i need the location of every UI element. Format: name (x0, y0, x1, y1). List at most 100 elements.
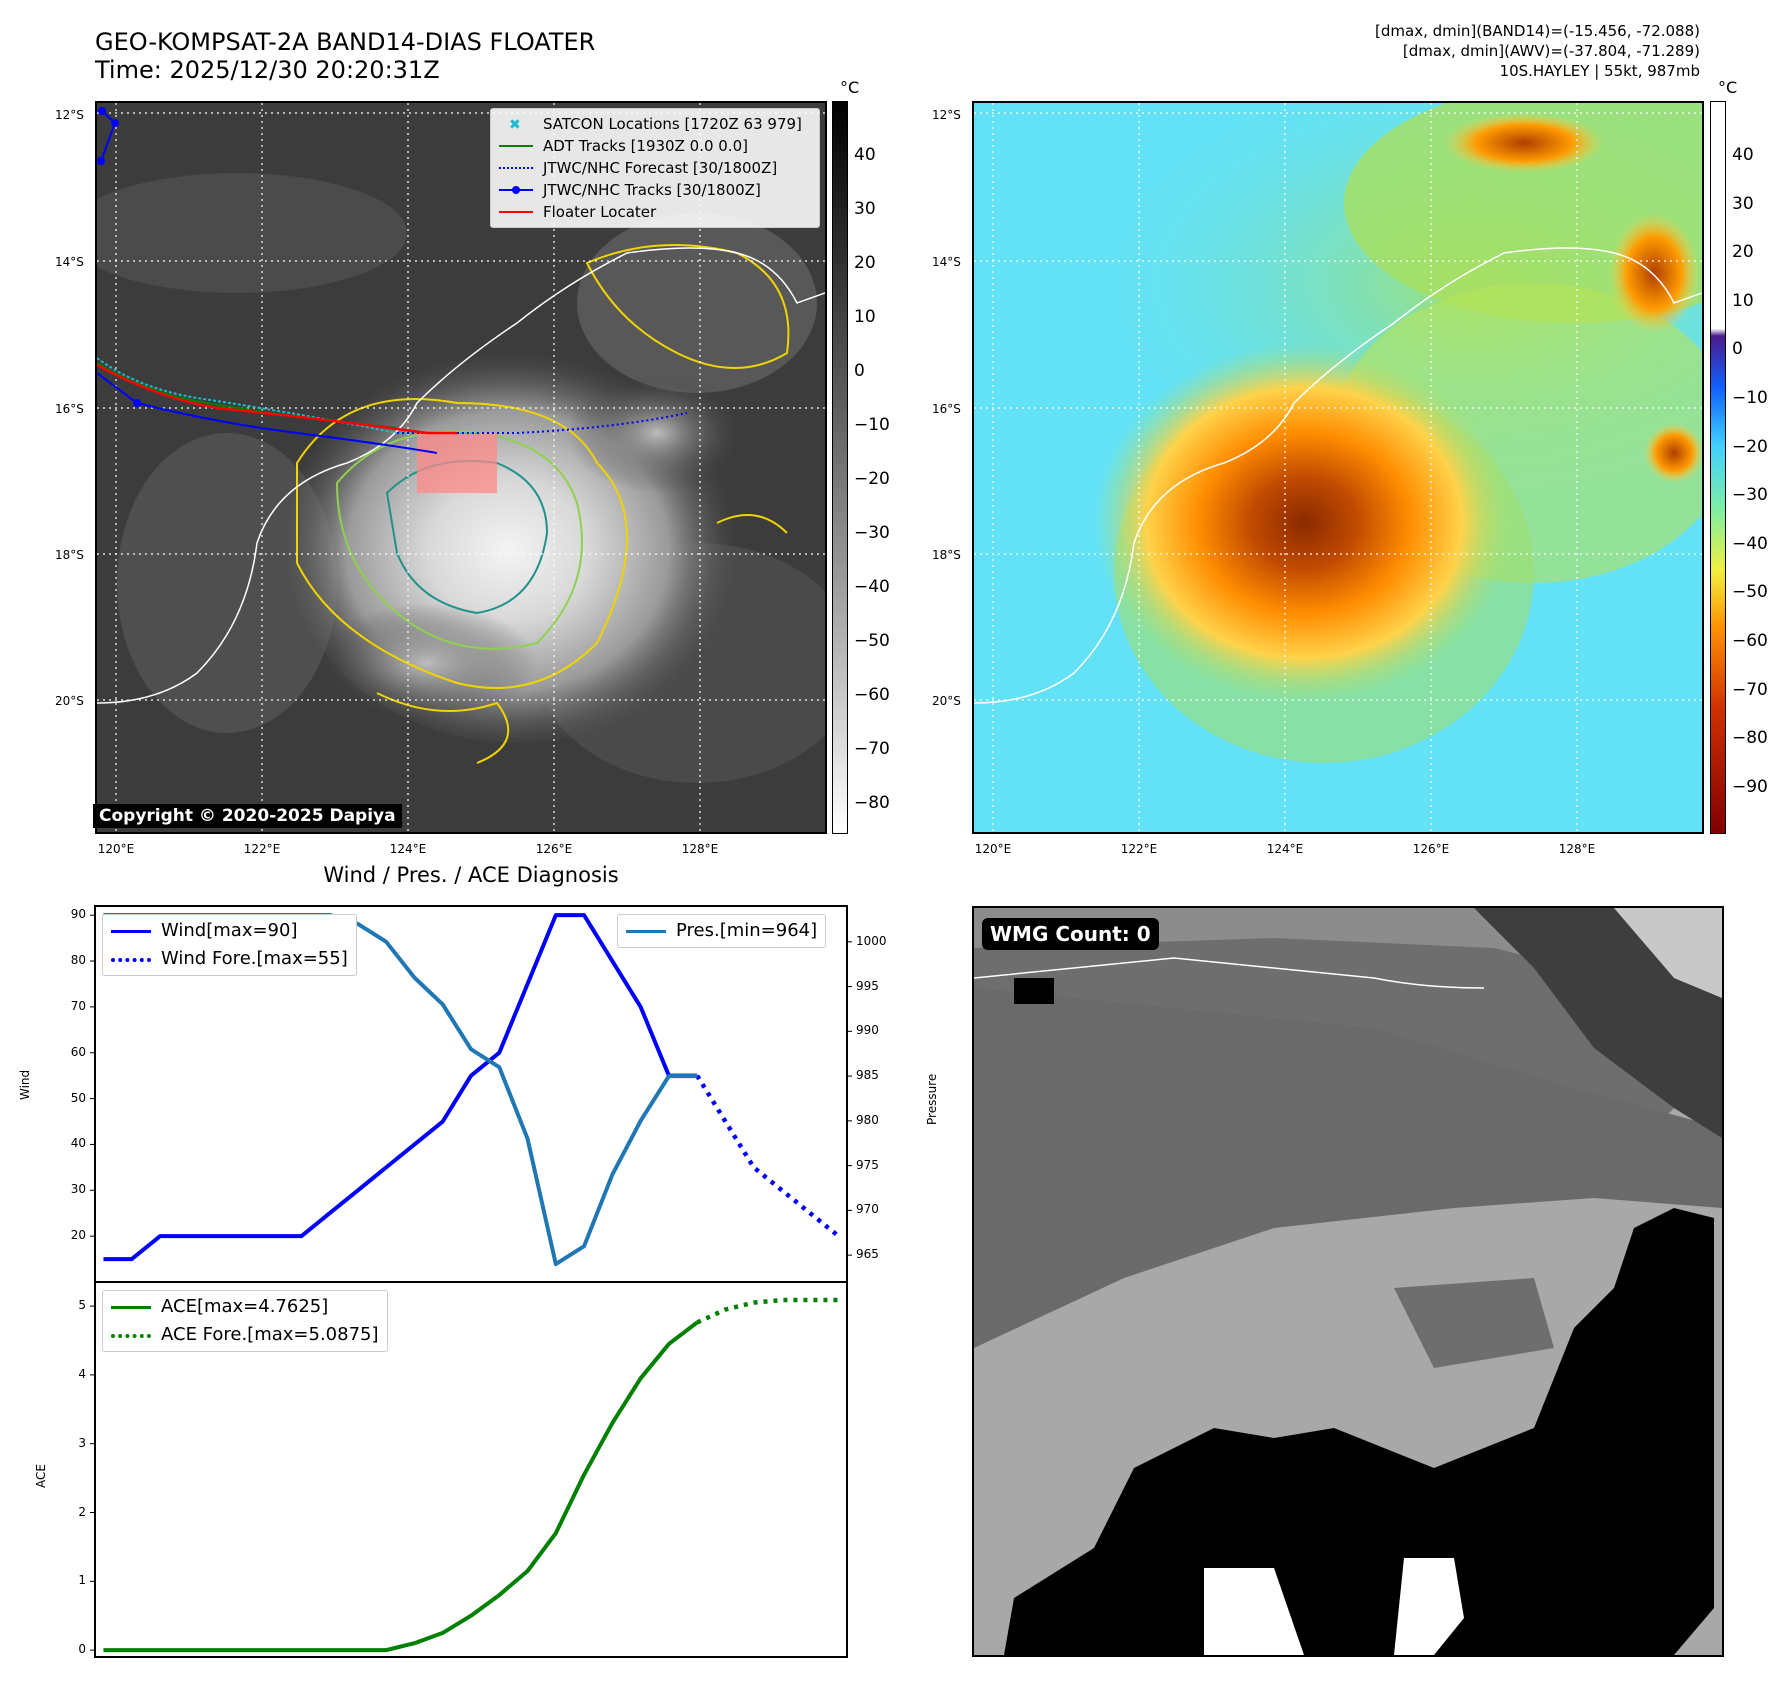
pressure-ytick-label: 980 (856, 1112, 879, 1127)
ir-colorbar-tick-label: −50 (854, 631, 890, 651)
ir-lat-label: 12°S (55, 108, 84, 122)
ir-lon-label: 124°E (389, 842, 427, 856)
ir-colorbar-tick-label: 40 (854, 145, 876, 165)
awv-colorbar-tick-label: 30 (1732, 193, 1754, 214)
wind-forecast-series-line (695, 1074, 840, 1238)
wind-legend: Wind[max=90] Wind Fore.[max=55] (102, 914, 357, 976)
ir-lat-label: 14°S (55, 255, 84, 269)
awv-map-panel (972, 101, 1704, 834)
ir-map-image (97, 103, 825, 832)
ir-colorbar-tick-label: −30 (854, 523, 890, 543)
awv-lat-label: 20°S (932, 694, 961, 708)
legend-forecast: JTWC/NHC Forecast [30/1800Z] (499, 157, 811, 179)
floater-line-icon (499, 206, 533, 218)
wind-line-icon (111, 925, 151, 937)
ir-colorbar-tick-label: −70 (854, 739, 890, 759)
wind-ytick-label: 40 (70, 1136, 86, 1151)
ir-lat-label: 18°S (55, 548, 84, 562)
ir-colorbar-tick-label: −10 (854, 415, 890, 435)
ir-colorbar-tick-label: 10 (854, 307, 876, 327)
ace-axis-label: ACE (34, 1464, 48, 1488)
ir-colorbar-unit: °C (840, 78, 860, 97)
legend-adt: ADT Tracks [1930Z 0.0 0.0] (499, 135, 811, 157)
ace-ytick-label: 1 (78, 1573, 86, 1588)
awv-colorbar-tick-label: 10 (1732, 290, 1754, 311)
pressure-ytick-label: 1000 (856, 933, 887, 948)
awv-colorbar-tick-label: −50 (1732, 582, 1768, 603)
wmg-image (974, 908, 1722, 1655)
ir-colorbar (832, 101, 848, 834)
ir-legend: ✖ SATCON Locations [1720Z 63 979] ADT Tr… (490, 108, 820, 228)
ir-lon-label: 128°E (681, 842, 719, 856)
pressure-ytick-label: 985 (856, 1068, 879, 1083)
awv-lat-label: 18°S (932, 548, 961, 562)
legend-ace-forecast: ACE Fore.[max=5.0875] (111, 1321, 379, 1349)
pressure-legend: Pres.[min=964] (617, 914, 827, 948)
ace-line-icon (111, 1301, 151, 1313)
wind-ytick-label: 60 (70, 1044, 86, 1059)
ir-colorbar-tick-label: −40 (854, 577, 890, 597)
awv-colorbar-tick-label: −80 (1732, 728, 1768, 749)
ace-ytick-label: 3 (78, 1435, 86, 1450)
ir-lon-label: 120°E (97, 842, 135, 856)
awv-colorbar-tick-label: 0 (1732, 339, 1743, 360)
legend-wind: Wind[max=90] (111, 917, 348, 945)
ir-lat-label: 16°S (55, 402, 84, 416)
pressure-ytick-label: 990 (856, 1023, 879, 1038)
awv-colorbar-unit: °C (1718, 78, 1738, 97)
awv-lon-label: 126°E (1412, 842, 1450, 856)
pressure-ytick-label: 970 (856, 1202, 879, 1217)
ir-lat-label: 20°S (55, 694, 84, 708)
legend-pressure: Pres.[min=964] (626, 917, 817, 945)
ace-legend: ACE[max=4.7625] ACE Fore.[max=5.0875] (102, 1290, 388, 1352)
awv-lat-label: 14°S (932, 255, 961, 269)
legend-satcon: ✖ SATCON Locations [1720Z 63 979] (499, 113, 811, 135)
wmg-panel (972, 906, 1724, 1657)
awv-colorbar-tick-label: −10 (1732, 388, 1768, 408)
awv-lon-label: 120°E (974, 842, 1012, 856)
ace-ytick-label: 4 (78, 1366, 86, 1381)
wind-axis-label: Wind (18, 1069, 32, 1100)
ir-lon-label: 122°E (243, 842, 281, 856)
legend-ace: ACE[max=4.7625] (111, 1293, 379, 1321)
wind-forecast-line-icon (111, 953, 151, 965)
forecast-line-icon (499, 162, 533, 174)
ir-colorbar-tick-label: −20 (854, 469, 890, 489)
track-line-icon (499, 184, 533, 196)
adt-line-icon (499, 140, 533, 152)
pressure-axis-label: Pressure (925, 1073, 939, 1125)
copyright-label: Copyright © 2020-2025 Dapiya (93, 804, 402, 828)
time-title: Time: 2025/12/30 20:20:31Z (95, 56, 440, 84)
storm-info: 10S.HAYLEY | 55kt, 987mb (1499, 62, 1700, 80)
pressure-line-icon (626, 925, 666, 937)
awv-colorbar-tick-label: 40 (1732, 145, 1754, 165)
ace-ytick-label: 5 (78, 1298, 86, 1313)
awv-colorbar-tick-label: −60 (1732, 631, 1768, 651)
ace-ytick-label: 0 (78, 1642, 86, 1657)
ir-colorbar-tick-label: −60 (854, 685, 890, 705)
legend-wind-forecast: Wind Fore.[max=55] (111, 945, 348, 973)
wind-ytick-label: 30 (70, 1182, 86, 1197)
pressure-ytick-label: 995 (856, 978, 879, 993)
awv-lat-label: 16°S (932, 402, 961, 416)
wind-ytick-label: 70 (70, 998, 86, 1013)
awv-range: [dmax, dmin](AWV)=(-37.804, -71.289) (1402, 42, 1700, 60)
awv-colorbar-tick-label: 20 (1732, 242, 1754, 263)
awv-colorbar-tick-label: −40 (1732, 533, 1768, 554)
pressure-ytick-label: 965 (856, 1247, 879, 1262)
main-title: GEO-KOMPSAT-2A BAND14-DIAS FLOATER (95, 28, 596, 56)
awv-colorbar-tick-label: −30 (1732, 485, 1768, 506)
wmg-count-badge: WMG Count: 0 (982, 918, 1159, 950)
ir-lon-label: 126°E (535, 842, 573, 856)
awv-colorbar (1710, 101, 1726, 834)
ace-series-line (103, 1320, 699, 1653)
satcon-marker-icon: ✖ (509, 117, 521, 133)
ace-ytick-label: 2 (78, 1504, 86, 1519)
awv-lon-label: 128°E (1558, 842, 1596, 856)
ace-forecast-line-icon (111, 1329, 151, 1341)
ir-colorbar-tick-label: 0 (854, 361, 865, 381)
legend-floater: Floater Locater (499, 201, 811, 223)
awv-map-image (974, 103, 1702, 832)
ir-colorbar-tick-label: −80 (854, 793, 890, 813)
ir-colorbar-tick-label: 30 (854, 199, 876, 219)
